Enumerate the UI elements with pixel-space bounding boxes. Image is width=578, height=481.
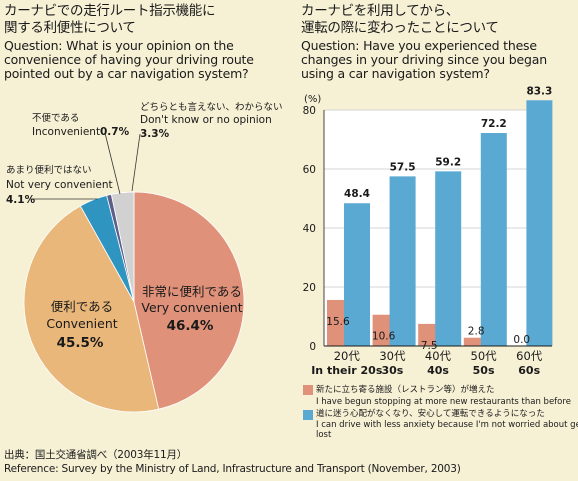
right-question-line-1: Question: Have you experienced these xyxy=(301,38,537,53)
bar-less-anxiety-0 xyxy=(344,203,370,346)
pie-slice-1 xyxy=(23,205,160,413)
y-tick-label-80: 80 xyxy=(303,105,316,117)
value-label-less-anxiety-2: 59.2 xyxy=(435,156,461,168)
x-tick-label-en-4: 60s xyxy=(518,364,540,377)
x-tick-label-en-0: In their 20s xyxy=(311,364,383,377)
leader-inconvenient xyxy=(104,132,121,195)
pie-label-not-very-convenient-jp: あまり便利ではない xyxy=(6,164,92,176)
value-label-new-restaurants-1: 10.6 xyxy=(372,331,396,343)
left-question-line-3: pointed out by a car navigation system? xyxy=(4,66,249,81)
bar-less-anxiety-4 xyxy=(526,100,553,346)
legend-swatch-new-restaurants xyxy=(303,385,313,395)
value-label-new-restaurants-0: 15.6 xyxy=(326,316,350,328)
value-label-less-anxiety-1: 57.5 xyxy=(390,161,416,173)
bar-less-anxiety-1 xyxy=(389,176,416,346)
pie-label-very-convenient-jp: 非常に便利である xyxy=(142,284,242,299)
pie-label-dont-know-en: Don't know or no opinion xyxy=(140,114,272,126)
y-tick-label-0: 0 xyxy=(309,341,316,353)
right-title-jp-1: カーナビを利用してから、 xyxy=(301,3,459,19)
pie-value-very-convenient: 46.4% xyxy=(167,318,214,334)
pie-label-convenient-en: Convenient xyxy=(46,316,117,331)
legend-label-less-anxiety-en-2: lost xyxy=(316,430,332,440)
legend-label-new-restaurants-jp: 新たに立ち寄る施設（レストラン等）が増えた xyxy=(316,384,495,395)
pie-label-inconvenient-jp: 不便である xyxy=(32,112,79,124)
pie-label-very-convenient-en: Very convenient xyxy=(141,300,242,315)
value-label-new-restaurants-4: 0.0 xyxy=(513,334,530,346)
pie-label-inconvenient-en: Inconvenient xyxy=(32,126,100,138)
left-title-jp-2: 関する利便性について xyxy=(4,20,136,36)
x-tick-label-en-3: 50s xyxy=(473,364,495,377)
bar-less-anxiety-2 xyxy=(435,171,462,346)
pie-label-dont-know-jp: どちらとも言えない、わからない xyxy=(140,101,283,113)
x-tick-label-jp-4: 60代 xyxy=(516,349,543,363)
legend-label-less-anxiety-jp: 道に迷う心配がなくなり、安心して運転できるようになった xyxy=(316,408,545,419)
legend-label-less-anxiety-en-1: I can drive with less anxiety because I'… xyxy=(316,420,578,430)
bar-less-anxiety-3 xyxy=(480,133,507,346)
left-question-line-2: convenience of having your driving route xyxy=(4,52,254,67)
value-label-less-anxiety-4: 83.3 xyxy=(526,85,552,97)
source-jp: 出典：国土交通省調べ（2003年11月） xyxy=(4,449,188,461)
pie-value-dont-know: 3.3% xyxy=(140,128,170,140)
value-label-less-anxiety-3: 72.2 xyxy=(481,118,507,130)
left-question-line-1: Question: What is your opinion on the xyxy=(4,38,234,53)
x-tick-label-jp-1: 30代 xyxy=(379,349,406,363)
x-tick-label-jp-0: 20代 xyxy=(334,349,361,363)
right-question-line-3: using a car navigation system? xyxy=(301,66,490,81)
pie-slice-4 xyxy=(110,191,135,303)
legend-label-new-restaurants-en: I have begun stopping at more new restau… xyxy=(316,397,571,407)
right-question-line-2: changes in your driving since you began xyxy=(301,52,547,67)
pie-label-convenient-jp: 便利である xyxy=(51,299,113,314)
x-tick-label-en-1: 30s xyxy=(381,364,403,377)
pie-value-convenient: 45.5% xyxy=(57,335,104,351)
value-label-new-restaurants-3: 2.8 xyxy=(468,326,485,338)
x-tick-label-jp-3: 50代 xyxy=(471,349,498,363)
pie-value-not-very-convenient: 4.1% xyxy=(6,194,36,206)
bar-new-restaurants-3 xyxy=(463,337,489,346)
y-tick-label-40: 40 xyxy=(303,223,316,235)
pie-slice-0 xyxy=(133,191,245,410)
y-axis-unit: (%) xyxy=(304,94,321,105)
x-tick-label-jp-2: 40代 xyxy=(425,349,452,363)
y-tick-label-20: 20 xyxy=(303,282,316,294)
pie-label-not-very-convenient-en: Not very convenient xyxy=(6,179,113,191)
y-tick-label-60: 60 xyxy=(303,164,316,176)
left-title-jp-1: カーナビでの走行ルート指示機能に xyxy=(4,3,216,19)
pie-value-inconvenient: 0.7% xyxy=(100,126,130,138)
x-tick-label-en-2: 40s xyxy=(427,364,449,377)
right-title-jp-2: 運転の際に変わったことについて xyxy=(301,20,499,36)
leader-dont-know xyxy=(131,133,141,192)
source-en: Reference: Survey by the Ministry of Lan… xyxy=(4,463,461,475)
value-label-less-anxiety-0: 48.4 xyxy=(344,188,370,200)
legend-swatch-less-anxiety xyxy=(303,410,313,420)
